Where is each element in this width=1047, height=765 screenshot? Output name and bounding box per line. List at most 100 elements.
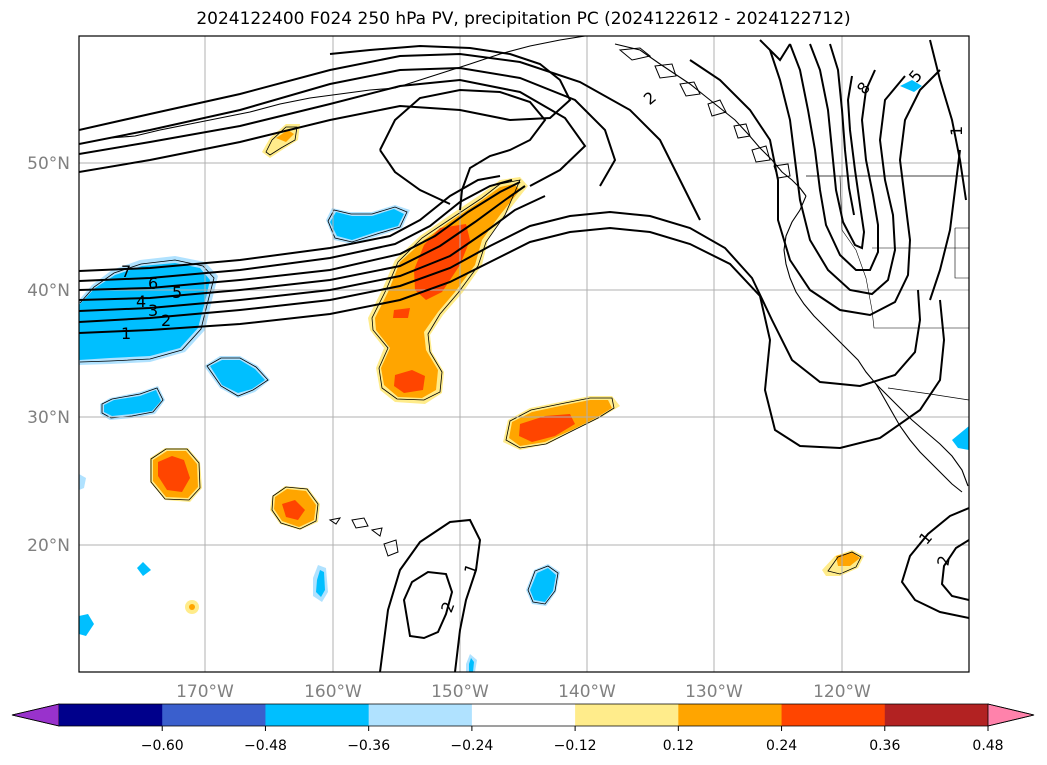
pv-contour-east-trough-5 <box>829 43 855 216</box>
latitude-labels: 50°N 40°N 30°N 20°N <box>27 154 70 556</box>
precip-central-sliver-red <box>393 308 410 318</box>
colorbar-box <box>368 704 473 726</box>
lon-label-130w: 130°W <box>685 682 743 702</box>
precip-neg-west-large <box>79 263 210 360</box>
colorbar-tick-label: 0.12 <box>663 738 694 754</box>
precip-neg-hawaii-east <box>530 568 556 602</box>
contour-label-1-west: 1 <box>121 324 131 343</box>
pv-contour-west-5 <box>79 181 521 291</box>
precip-neg-edge-left <box>79 614 94 636</box>
pv-contour-west-6 <box>79 179 513 282</box>
outline-hawaii-north <box>271 486 319 530</box>
outline-neg-mid <box>206 357 269 397</box>
colorbar-tick-label: −0.48 <box>244 738 287 754</box>
outline-west <box>150 448 201 501</box>
pv-contour-north-c <box>79 66 617 187</box>
colorbar-box <box>471 704 576 726</box>
colorbar-box <box>575 704 679 726</box>
colorbar: −0.60 −0.48 −0.36 −0.24 −0.12 0.12 0.24 0.36 0.4… <box>11 703 1035 754</box>
coast-alaska-panhandle <box>614 43 807 197</box>
precip-neg-small-a-core <box>316 570 325 597</box>
colorbar-box <box>162 704 266 726</box>
precip-negative-regions <box>79 80 969 672</box>
precip-neg-north <box>330 209 404 240</box>
pv-contour-west-3 <box>79 195 546 312</box>
lon-label-160w: 160°W <box>304 682 362 702</box>
pv-contour-west-4 <box>79 185 526 301</box>
outline-east <box>505 397 615 449</box>
lon-label-120w: 120°W <box>813 682 871 702</box>
colorbar-tick-label: −0.60 <box>141 738 184 754</box>
coast-alaska-peninsula <box>394 36 586 89</box>
precip-neg-sw <box>104 390 161 416</box>
outline-neg-sw <box>101 387 164 419</box>
colorbar-tick-label: −0.24 <box>450 738 493 754</box>
lat-label-20n: 20°N <box>27 536 70 556</box>
lon-label-170w: 170°W <box>176 682 234 702</box>
map-title: 2024122400 F024 250 hPa PV, precipitatio… <box>196 9 851 29</box>
colorbar-tick-label: 0.24 <box>766 738 797 754</box>
contour-label-6: 6 <box>148 274 158 293</box>
precip-east-red <box>519 414 575 442</box>
pv-contour-east-ridge <box>759 39 961 301</box>
coastlines <box>89 36 969 557</box>
lon-label-140w: 140°W <box>558 682 616 702</box>
colorbar-box <box>884 704 989 726</box>
precip-west-red <box>158 456 190 492</box>
precip-neg-nw-coast <box>900 80 922 92</box>
longitude-labels: 170°W 160°W 150°W 140°W 130°W 120°W <box>176 682 871 702</box>
outline-neg-hawaii-east <box>527 565 559 605</box>
pv-contour-east-trough-3 <box>789 43 879 271</box>
colorbar-tick-label: 0.36 <box>869 738 900 754</box>
precip-central-band-orange <box>375 184 520 398</box>
contour-label-2-west: 2 <box>161 311 171 330</box>
map-frame <box>78 35 970 673</box>
outline-mexico <box>827 551 862 575</box>
precip-hawaii-north-red <box>282 500 305 520</box>
colorbar-arrow-low <box>11 703 60 727</box>
pv-contour-west-2 <box>79 210 922 388</box>
precip-neg-south-edge-core <box>469 658 474 672</box>
contour-label-7: 7 <box>121 262 131 281</box>
coast-pacific-nw <box>783 195 969 487</box>
border-states <box>839 175 969 329</box>
map-content: 7 6 5 4 3 2 1 1 2 2 1 1 2 8 5 <box>79 36 969 672</box>
pv-contour-east-outer <box>929 39 967 201</box>
pv-contour-east-trough-1 <box>689 59 941 317</box>
pv-contours <box>79 39 969 672</box>
colorbar-box <box>678 704 783 726</box>
outline-north-small <box>265 126 298 156</box>
contour-label-2-se: 2 <box>933 554 953 567</box>
pv-contour-east-trough-4 <box>809 43 866 250</box>
outline-central-band <box>371 179 521 401</box>
lon-label-150w: 150°W <box>431 682 489 702</box>
map-graticule <box>79 36 969 672</box>
colorbar-tick-label: −0.12 <box>554 738 597 754</box>
colorbar-box <box>265 704 370 726</box>
pv-contour-west-7 <box>79 175 501 272</box>
pv-contour-east-trough-2 <box>769 49 906 296</box>
colorbar-tick-label: −0.36 <box>347 738 390 754</box>
alaska-islands <box>618 47 791 179</box>
precip-neg-mid <box>210 360 265 393</box>
contour-label-4: 4 <box>136 292 146 311</box>
pv-contour-west-1 <box>79 226 946 450</box>
lat-label-30n: 30°N <box>27 408 70 428</box>
colorbar-outline <box>11 703 1035 727</box>
coast-aleutians <box>89 87 396 143</box>
pv-contour-north-d <box>79 52 701 221</box>
precip-positive-regions <box>150 124 864 614</box>
pv-contour-north-loop <box>379 88 547 211</box>
colorbar-tick-label: 0.48 <box>972 738 1003 754</box>
pv-contour-hawaii-loop-outer <box>379 518 482 672</box>
pv-contour-hawaii-loop-inner <box>402 570 454 640</box>
precip-neg-east-edge <box>952 426 969 450</box>
precip-neg-small-b <box>137 562 151 576</box>
lat-label-50n: 50°N <box>27 154 70 174</box>
precip-central-band-red <box>414 224 470 300</box>
precip-central-small-red <box>394 370 425 393</box>
precip-north-small-orange <box>276 130 294 142</box>
pv-contour-se-1 <box>900 507 969 619</box>
pv-contour-se-2 <box>940 539 969 601</box>
